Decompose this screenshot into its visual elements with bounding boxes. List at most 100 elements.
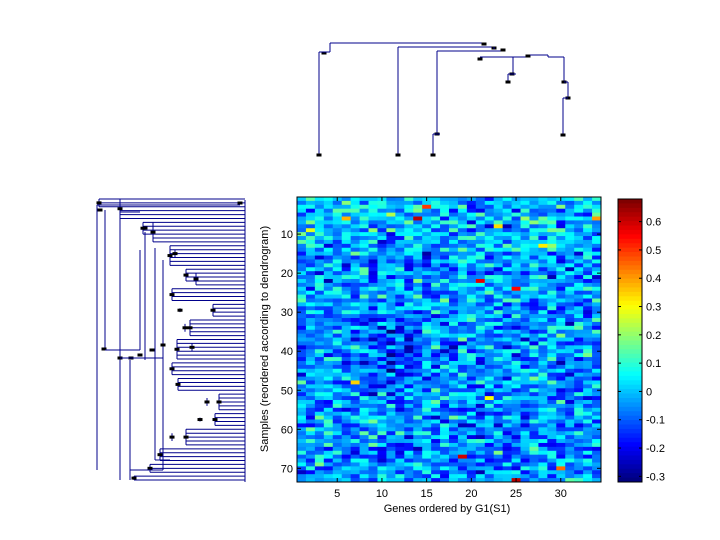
- heatmap-cell: [368, 364, 378, 370]
- heatmap-cell: [341, 376, 352, 381]
- heatmap-cell: [493, 255, 504, 260]
- heatmap-cell: [565, 364, 575, 370]
- heatmap-cell: [457, 294, 468, 299]
- heatmap-cell: [574, 396, 584, 401]
- heatmap-cell: [341, 396, 352, 401]
- heatmap-cell: [305, 275, 316, 280]
- heatmap-cell: [511, 220, 521, 225]
- heatmap-cell: [297, 329, 307, 335]
- heatmap-cell: [314, 259, 325, 264]
- heatmap-cell: [413, 446, 423, 452]
- heatmap-cell: [565, 431, 575, 436]
- heatmap-cell: [305, 442, 316, 448]
- heatmap-cell: [502, 427, 512, 432]
- heatmap-cell: [475, 239, 486, 245]
- heatmap-cell: [466, 423, 477, 428]
- heatmap-cell: [547, 376, 557, 381]
- heatmap-cell: [314, 208, 325, 214]
- heatmap-cell: [359, 271, 369, 276]
- heatmap-cell: [350, 267, 360, 272]
- heatmap-cell: [493, 321, 504, 327]
- heatmap-cell: [440, 321, 450, 327]
- heatmap-cell: [511, 204, 521, 210]
- heatmap-cell: [314, 396, 325, 401]
- heatmap-cell: [395, 208, 405, 214]
- heatmap-cell: [413, 470, 423, 475]
- heatmap-cell: [574, 329, 584, 335]
- heatmap-cell: [449, 251, 459, 256]
- heatmap-cell: [395, 439, 405, 444]
- heatmap-cell: [422, 251, 432, 256]
- heatmap-cell: [475, 462, 486, 467]
- heatmap-cell: [395, 427, 405, 432]
- heatmap-cell: [297, 314, 307, 319]
- heatmap-cell: [520, 450, 530, 456]
- heatmap-cell: [466, 396, 477, 401]
- heatmap-cell: [484, 462, 495, 467]
- heatmap-cell: [475, 435, 486, 440]
- heatmap-cell: [377, 341, 387, 346]
- heatmap-cell: [332, 435, 343, 440]
- dendrogram-node: [182, 326, 188, 330]
- heatmap-cell: [314, 267, 325, 272]
- heatmap-cell: [359, 220, 369, 225]
- heatmap-cell: [305, 337, 316, 342]
- heatmap-cell: [466, 208, 477, 214]
- heatmap-cell: [538, 228, 548, 233]
- heatmap-cell: [538, 474, 548, 479]
- heatmap-cell: [457, 286, 468, 292]
- colorbar-segment: [618, 362, 642, 368]
- heatmap-cell: [466, 263, 477, 268]
- heatmap-cell: [520, 423, 530, 428]
- heatmap-cell: [466, 310, 477, 315]
- heatmap-cell: [538, 380, 548, 385]
- heatmap-cell: [475, 263, 486, 268]
- heatmap-cell: [520, 200, 530, 206]
- heatmap-cell: [538, 462, 548, 467]
- heatmap-cell: [511, 400, 521, 405]
- heatmap-cell: [413, 298, 423, 303]
- heatmap-cell: [592, 263, 602, 268]
- heatmap-cell: [466, 407, 477, 413]
- heatmap-cell: [305, 392, 316, 397]
- heatmap-cell: [466, 200, 477, 206]
- heatmap-cell: [547, 197, 557, 202]
- heatmap-cell: [404, 290, 414, 295]
- heatmap-cell: [449, 267, 459, 272]
- colorbar-segment: [618, 296, 642, 302]
- heatmap-cell: [529, 435, 539, 440]
- heatmap-cell: [395, 302, 405, 307]
- heatmap-cell: [332, 462, 343, 467]
- heatmap-cell: [422, 415, 432, 420]
- heatmap-cell: [466, 224, 477, 229]
- heatmap-cell: [592, 345, 602, 350]
- heatmap-cell: [377, 454, 387, 459]
- heatmap-cell: [583, 321, 593, 327]
- heatmap-cell: [368, 423, 378, 428]
- heatmap-cell: [449, 466, 459, 471]
- heatmap-cell: [350, 446, 360, 452]
- heatmap-cell: [466, 474, 477, 479]
- heatmap-cell: [493, 278, 504, 284]
- heatmap-cell: [368, 392, 378, 397]
- heatmap-cell: [520, 442, 530, 448]
- heatmap-cell: [422, 325, 432, 331]
- heatmap-cell: [511, 470, 521, 475]
- heatmap-cell: [305, 376, 316, 381]
- heatmap-cell: [341, 442, 352, 448]
- heatmap-cell: [493, 345, 504, 350]
- heatmap-cell: [323, 349, 334, 354]
- heatmap-cell: [440, 259, 450, 264]
- heatmap-cell: [538, 282, 548, 288]
- heatmap-cell: [547, 368, 557, 374]
- heatmap-cell: [341, 314, 352, 319]
- heatmap-cell: [323, 204, 334, 210]
- heatmap-cell: [386, 364, 396, 370]
- heatmap-cell: [314, 243, 325, 249]
- heatmap-cell: [386, 345, 396, 350]
- heatmap-cell: [592, 439, 602, 444]
- colorbar-segment: [618, 318, 642, 324]
- heatmap-cell: [475, 298, 486, 303]
- heatmap-cell: [440, 255, 450, 260]
- heatmap-cell: [359, 337, 369, 342]
